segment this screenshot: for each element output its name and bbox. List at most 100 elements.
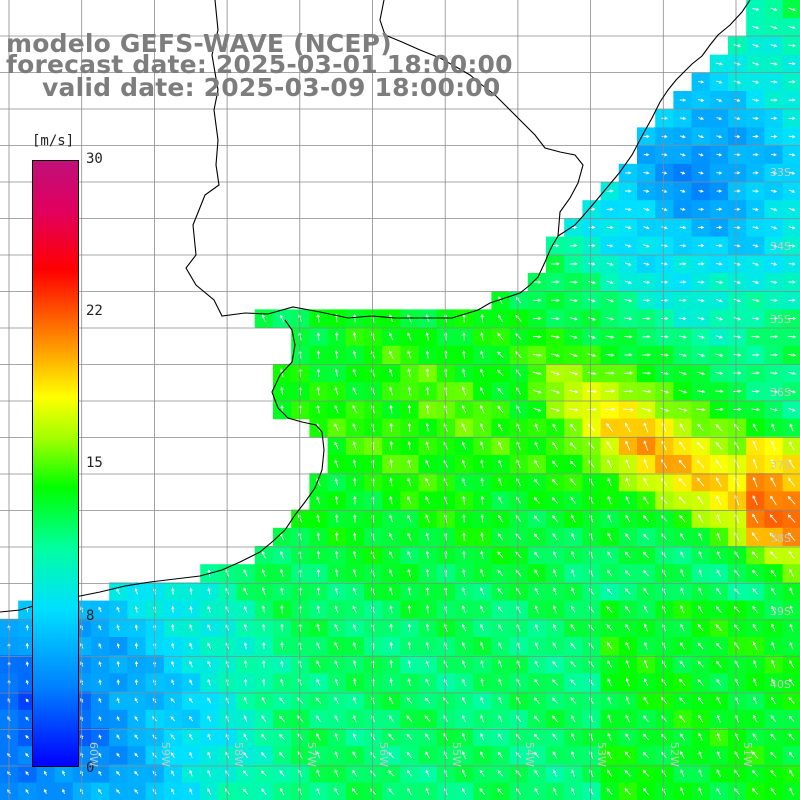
wind-arrow — [624, 280, 632, 284]
wind-arrow — [625, 605, 631, 613]
wind-arrow — [606, 787, 613, 795]
wind-arrow — [752, 605, 758, 614]
wind-arrow — [753, 714, 758, 723]
wind-arrow — [25, 679, 29, 685]
wind-arrow — [207, 733, 211, 740]
wind-arrow — [788, 153, 796, 157]
wind-arrow — [715, 423, 723, 432]
wind-arrow — [171, 587, 175, 595]
wind-arrow — [752, 513, 759, 524]
wind-arrow — [734, 769, 740, 777]
wind-arrow — [352, 441, 357, 450]
wind-arrow — [661, 207, 668, 212]
wind-arrow — [569, 442, 577, 450]
wind-arrow — [480, 423, 485, 432]
wind-arrow — [498, 295, 503, 304]
wind-arrow — [679, 262, 687, 266]
wind-arrow — [607, 660, 612, 668]
wind-arrow — [352, 623, 357, 632]
wind-arrow — [788, 715, 795, 722]
wind-cell — [782, 418, 800, 438]
wind-arrow — [461, 769, 467, 778]
wind-arrow — [532, 335, 542, 339]
wind-arrow — [316, 751, 321, 759]
wind-arrow — [552, 568, 557, 577]
wind-arrow — [116, 679, 120, 685]
wind-arrow — [660, 407, 670, 412]
wind-arrow — [207, 769, 211, 777]
wind-cell — [455, 782, 474, 800]
wind-arrow — [771, 440, 776, 451]
wind-arrow — [480, 386, 485, 395]
wind-arrow — [770, 751, 777, 759]
wind-arrow — [461, 660, 466, 668]
wind-arrow — [552, 441, 558, 450]
wind-arrow — [316, 386, 320, 396]
wind-arrow — [498, 459, 503, 468]
wind-arrow — [388, 752, 394, 759]
wind-arrow — [680, 207, 686, 211]
wind-arrow — [734, 80, 741, 84]
wind-cell — [782, 527, 800, 547]
wind-arrow — [243, 587, 248, 595]
wind-arrow — [316, 715, 321, 723]
wind-arrow — [752, 134, 759, 139]
wind-arrow — [771, 623, 776, 632]
wind-arrow — [533, 496, 540, 504]
wind-arrow — [715, 371, 724, 375]
wind-arrow — [261, 788, 267, 795]
coastline — [185, 0, 584, 319]
wind-arrow — [788, 298, 796, 302]
wind-arrow — [570, 514, 576, 523]
wind-arrow — [607, 696, 612, 705]
wind-arrow — [661, 298, 669, 302]
wind-arrow — [550, 407, 561, 412]
wind-cell — [145, 782, 165, 800]
wind-arrow — [262, 678, 266, 686]
wind-arrow — [679, 316, 687, 321]
wind-arrow — [261, 696, 266, 705]
wind-arrow — [698, 732, 703, 741]
wind-arrow — [606, 298, 614, 303]
wind-arrow — [624, 262, 632, 266]
wind-arrow — [587, 423, 596, 432]
wind-arrow — [188, 697, 194, 704]
wind-arrow — [678, 459, 687, 469]
wind-arrow — [716, 98, 723, 102]
wind-arrow — [462, 477, 466, 487]
wind-arrow — [334, 623, 339, 632]
wind-arrow — [334, 441, 339, 450]
wind-arrow — [262, 659, 266, 668]
wind-arrow — [425, 496, 430, 505]
wind-arrow — [625, 514, 631, 523]
wind-arrow — [334, 678, 339, 687]
wind-arrow — [752, 189, 760, 193]
wind-arrow — [62, 770, 66, 776]
wind-arrow — [624, 570, 631, 577]
wind-arrow — [134, 660, 139, 667]
wind-arrow — [716, 732, 721, 742]
wind-arrow — [697, 353, 705, 357]
wind-arrow — [570, 679, 576, 686]
wind-arrow — [607, 750, 612, 760]
wind-arrow — [679, 660, 686, 668]
wind-arrow — [98, 697, 102, 703]
wind-arrow — [170, 752, 175, 758]
wind-arrow — [552, 733, 558, 741]
wind-arrow — [171, 605, 175, 613]
wind-arrow — [170, 698, 176, 704]
wind-arrow — [752, 116, 759, 121]
wind-arrow — [552, 605, 557, 614]
wind-arrow — [788, 44, 796, 48]
lon-label-55w: 55W — [450, 742, 463, 767]
wind-arrow — [498, 642, 503, 650]
wind-arrow — [497, 551, 504, 559]
wind-arrow — [698, 153, 704, 157]
wind-arrow — [134, 697, 139, 704]
wind-arrow — [715, 353, 724, 357]
wind-arrow — [551, 317, 560, 321]
wind-arrow — [679, 116, 687, 121]
wind-arrow — [624, 207, 632, 212]
wind-arrow — [715, 244, 723, 248]
